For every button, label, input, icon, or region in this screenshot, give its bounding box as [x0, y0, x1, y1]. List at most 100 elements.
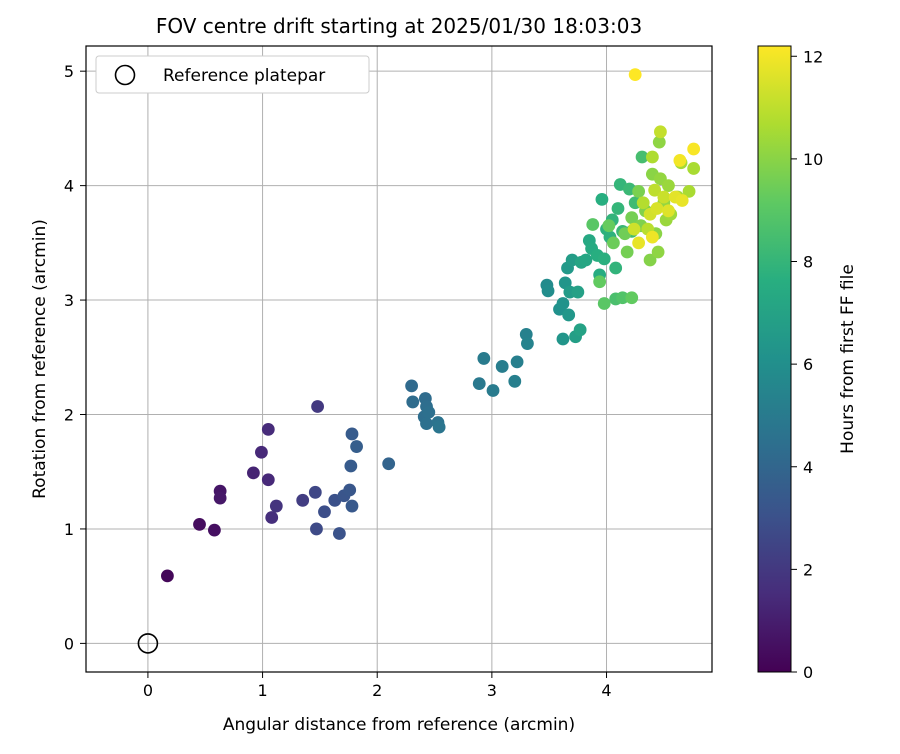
data-point	[556, 332, 570, 346]
data-point	[521, 337, 534, 350]
plot-frame	[85, 45, 713, 673]
y-axis-label: Rotation from reference (arcmin)	[30, 219, 50, 499]
data-point	[420, 417, 433, 431]
data-point	[161, 569, 174, 583]
colorbar-ticks: 0 2 4 6 8 10 12	[791, 47, 823, 682]
data-point	[343, 483, 357, 497]
data-point	[296, 493, 310, 507]
data-point	[308, 485, 322, 499]
colorbar-tick-label: 10	[803, 150, 823, 169]
y-tick-label: 0	[64, 634, 74, 653]
data-point	[345, 427, 359, 441]
data-point	[344, 459, 358, 473]
x-tick-label: 4	[601, 681, 611, 700]
data-point	[627, 222, 641, 236]
x-tick-label: 3	[487, 681, 497, 700]
data-point	[213, 491, 227, 505]
data-point	[648, 183, 662, 197]
data-point	[573, 323, 587, 337]
data-point	[261, 422, 275, 436]
data-point	[350, 440, 363, 453]
colorbar-tick-label: 2	[803, 560, 813, 579]
y-axis-ticks: 0 1 2 3 4 5	[64, 62, 86, 653]
data-point	[208, 523, 221, 537]
x-axis-label: Angular distance from reference (arcmin)	[223, 715, 575, 735]
data-point	[477, 352, 491, 365]
data-point	[650, 202, 664, 215]
colorbar-tick-label: 6	[803, 355, 813, 374]
colorbar-tick-label: 4	[803, 458, 813, 477]
data-point	[571, 285, 585, 299]
data-point	[269, 499, 283, 513]
data-point	[611, 202, 625, 215]
data-points	[161, 68, 701, 583]
x-axis-ticks: 0 1 2 3 4	[143, 672, 612, 700]
data-point	[382, 457, 396, 471]
data-point	[586, 218, 600, 231]
y-tick-label: 3	[64, 291, 74, 310]
data-point	[651, 245, 665, 259]
data-point	[645, 150, 659, 164]
data-point	[593, 275, 607, 289]
data-point	[261, 473, 275, 487]
data-point	[597, 252, 611, 266]
data-point	[662, 204, 675, 218]
x-tick-label: 2	[372, 681, 382, 700]
data-point	[405, 379, 419, 393]
data-point	[625, 291, 639, 305]
data-point	[422, 405, 436, 419]
data-point	[620, 245, 634, 259]
data-point	[541, 284, 555, 298]
y-tick-label: 1	[64, 520, 74, 539]
data-point	[687, 162, 701, 175]
data-point	[556, 297, 570, 310]
data-point	[687, 142, 701, 156]
data-point	[625, 211, 639, 225]
data-point	[675, 194, 689, 207]
legend: Reference platepar	[95, 55, 370, 94]
colorbar-tick-label: 0	[803, 663, 813, 682]
data-point	[510, 355, 524, 369]
legend-box	[95, 55, 370, 94]
data-point	[311, 400, 324, 413]
reference-platepar-marker	[137, 633, 159, 654]
grid-lines	[86, 46, 712, 672]
data-point	[332, 527, 346, 540]
data-point	[635, 150, 649, 164]
data-point	[682, 184, 696, 198]
data-point	[472, 377, 486, 391]
data-point	[406, 395, 420, 409]
data-point	[246, 466, 260, 480]
data-point	[579, 253, 593, 267]
x-tick-label: 0	[143, 681, 153, 700]
data-point	[636, 196, 650, 210]
data-point	[562, 308, 576, 322]
legend-marker-icon	[114, 64, 136, 86]
data-point	[632, 184, 646, 198]
y-tick-label: 5	[64, 62, 74, 81]
data-point	[310, 522, 323, 536]
data-point	[673, 154, 687, 167]
colorbar-gradient	[757, 45, 792, 673]
colorbar-label: Hours from first FF file	[838, 264, 858, 454]
data-point	[602, 219, 616, 233]
data-point	[597, 297, 611, 310]
data-point	[606, 236, 620, 250]
colorbar: 0 2 4 6 8 10 12 Hours from first FF file	[757, 45, 858, 682]
colorbar-tick-label: 8	[803, 253, 813, 272]
data-point	[255, 445, 268, 459]
data-point	[654, 125, 667, 139]
legend-entry-label: Reference platepar	[163, 66, 325, 86]
data-point	[495, 360, 509, 373]
data-point	[265, 511, 279, 524]
data-point	[508, 374, 522, 388]
data-point	[657, 190, 671, 204]
data-point	[432, 420, 446, 434]
data-point	[345, 499, 359, 513]
data-point	[662, 179, 675, 193]
y-tick-label: 4	[64, 177, 74, 196]
data-point	[632, 236, 646, 250]
data-point	[595, 192, 609, 206]
data-point	[652, 135, 666, 149]
